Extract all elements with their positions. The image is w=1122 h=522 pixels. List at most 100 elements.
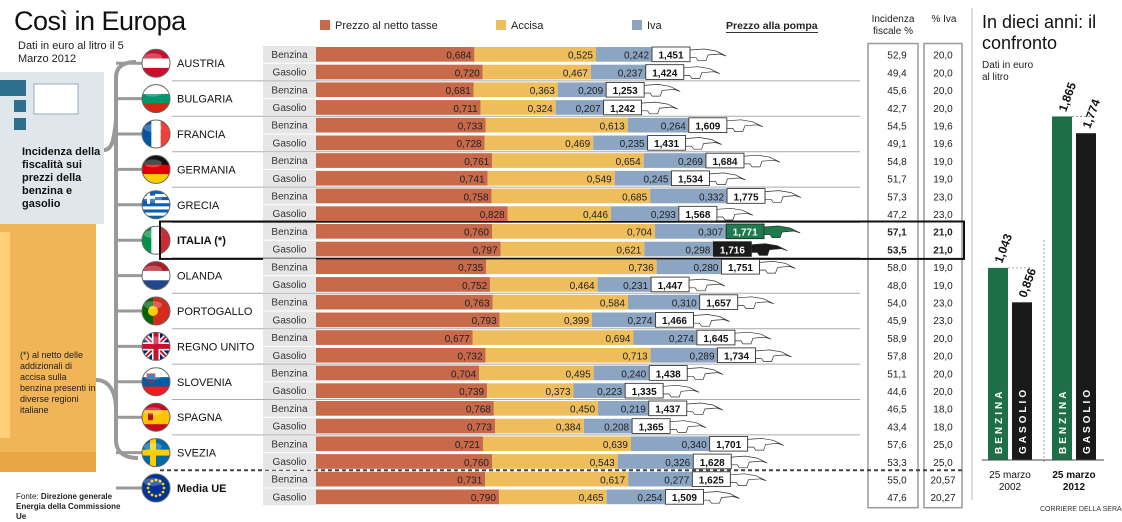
country-connector-lines xyxy=(95,60,142,490)
flag-stripe xyxy=(142,367,170,378)
bar-netto xyxy=(316,383,488,398)
label-iva: 0,298 xyxy=(685,245,710,256)
label-total: 1,438 xyxy=(656,369,681,380)
label-incidenza: 43,4 xyxy=(887,422,907,433)
flag-emblem xyxy=(146,373,156,383)
flag-stripe xyxy=(142,297,153,325)
bar-accisa xyxy=(487,383,574,398)
label-iva: 0,240 xyxy=(621,369,646,380)
flag-shine xyxy=(144,371,162,380)
germany-flag-icon xyxy=(141,154,171,184)
bar-accisa xyxy=(492,294,628,310)
fuel-nozzle-icon xyxy=(726,119,763,132)
decade-bar-value: 0,856 xyxy=(1016,266,1040,299)
bar-iva xyxy=(628,471,693,487)
label-iva-pct: 19,0 xyxy=(933,175,953,186)
bar-iva xyxy=(627,117,689,133)
bar-iva xyxy=(633,330,697,345)
bar-accisa xyxy=(499,312,593,328)
iva-column-frame xyxy=(923,42,963,509)
footnote: (*) al netto delle addizionali di accisa… xyxy=(20,350,96,415)
label-iva: 0,264 xyxy=(661,122,686,133)
decade-bar-value: 1,774 xyxy=(1080,97,1104,130)
flag-stripe xyxy=(153,297,170,325)
bar-netto xyxy=(316,347,486,363)
flag-body xyxy=(142,120,170,148)
label-incidenza: 58,9 xyxy=(887,334,907,345)
flag-shine xyxy=(144,265,162,274)
flag-shine xyxy=(144,478,162,486)
bar-netto xyxy=(316,170,488,186)
label-total: 1,568 xyxy=(685,210,710,221)
label-total: 1,657 xyxy=(706,299,731,310)
flag-stripe xyxy=(142,67,170,78)
fuel-label: Gasolio xyxy=(273,386,307,397)
connector-top xyxy=(103,60,137,152)
flag-body xyxy=(142,403,170,432)
flag-stripe xyxy=(142,261,170,272)
label-accisa: 0,324 xyxy=(528,104,553,115)
bar-iva xyxy=(644,241,714,257)
flag-body xyxy=(142,84,170,113)
flag-outline xyxy=(141,48,171,78)
bar-netto xyxy=(316,135,485,151)
label-iva-pct: 20,0 xyxy=(933,68,953,79)
flag-stripe xyxy=(142,174,170,184)
label-netto: 0,720 xyxy=(455,68,480,79)
label-iva: 0,209 xyxy=(578,86,603,97)
flag-body xyxy=(142,438,170,467)
fuel-label-cell xyxy=(263,258,316,276)
source-label: Fonte: xyxy=(16,492,39,501)
flag-stripe xyxy=(142,164,170,175)
label-netto: 0,733 xyxy=(458,122,483,133)
header-incidenza: Incidenza fiscale % xyxy=(871,14,915,37)
france-flag-icon xyxy=(141,119,171,149)
fuel-label: Gasolio xyxy=(273,209,307,220)
fuel-nozzle-icon xyxy=(764,190,802,203)
flag-shine xyxy=(144,124,162,132)
country-name: PORTOGALLO xyxy=(177,306,253,318)
label-iva: 0,293 xyxy=(651,210,676,221)
label-accisa: 0,713 xyxy=(623,352,648,363)
bar-netto xyxy=(316,259,487,275)
decade-bar-name: GASOLIO xyxy=(1018,387,1029,454)
legend-item-netto: Prezzo al netto tasse xyxy=(320,20,438,32)
label-incidenza: 52,9 xyxy=(887,51,907,62)
bar-iva xyxy=(614,170,672,186)
label-incidenza: 55,0 xyxy=(887,476,907,487)
flag-shine xyxy=(144,301,162,309)
fuel-label-cell xyxy=(263,417,316,435)
label-iva-pct: 20,0 xyxy=(933,86,953,97)
legend-swatch xyxy=(632,20,642,30)
legend-label: Prezzo alla pompa xyxy=(726,20,818,32)
fuel-label-cell xyxy=(263,240,316,258)
label-total: 1,701 xyxy=(716,440,741,451)
label-netto: 0,728 xyxy=(457,139,482,150)
flag-star xyxy=(158,479,162,483)
label-netto: 0,760 xyxy=(464,458,489,469)
bar-iva xyxy=(655,224,727,239)
label-total: 1,451 xyxy=(659,51,684,62)
bar-iva xyxy=(590,64,646,80)
label-iva: 0,280 xyxy=(693,263,718,274)
flag-body xyxy=(142,155,170,184)
bar-accisa xyxy=(487,170,615,186)
flag-stripe xyxy=(142,93,170,104)
flag-body xyxy=(142,332,170,361)
label-netto: 0,677 xyxy=(445,334,470,345)
stacked-bars xyxy=(316,46,802,505)
label-netto: 0,768 xyxy=(466,405,491,416)
flag-body xyxy=(142,261,170,290)
flag-stripe xyxy=(142,193,170,198)
label-incidenza: 53,3 xyxy=(887,458,907,469)
label-accisa: 0,467 xyxy=(563,68,588,79)
bar-accisa xyxy=(491,188,651,204)
flag-shine xyxy=(144,194,162,203)
flag-stripe xyxy=(142,84,170,95)
flag-body xyxy=(142,474,170,502)
label-accisa: 0,525 xyxy=(568,51,593,62)
fuel-label: Benzina xyxy=(271,298,308,309)
fuel-label: Benzina xyxy=(271,121,308,132)
country-name: SPAGNA xyxy=(177,412,223,424)
label-iva-pct: 23,0 xyxy=(933,299,953,310)
